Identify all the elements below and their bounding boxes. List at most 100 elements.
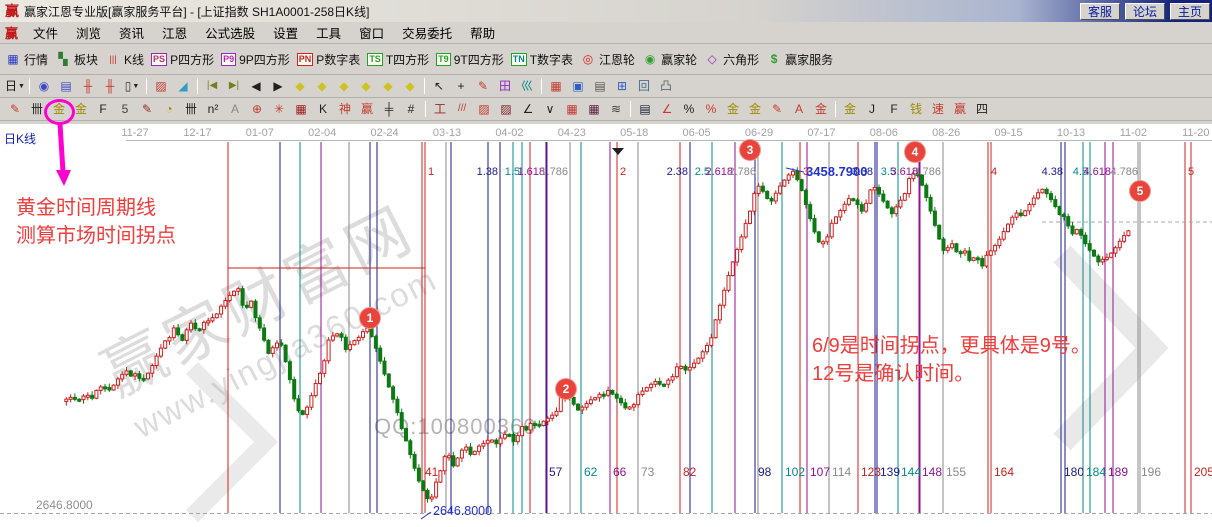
- f-slant-icon[interactable]: F: [890, 102, 898, 116]
- goto-last-icon[interactable]: ▶|: [228, 80, 240, 91]
- save-icon[interactable]: ⊞: [616, 79, 628, 93]
- turning-point-marker[interactable]: [904, 141, 926, 163]
- time-clock-icon[interactable]: ◔: [165, 102, 173, 116]
- win-tool-icon[interactable]: 赢: [360, 102, 373, 116]
- measure-icon[interactable]: ╪: [384, 102, 394, 116]
- print-icon[interactable]: 凸: [659, 79, 672, 93]
- candle-style-icon[interactable]: ▯ ▼: [124, 79, 140, 93]
- stats-icon[interactable]: ▤: [639, 102, 651, 116]
- turning-point-marker[interactable]: [739, 139, 761, 161]
- zoom-diamond-3-icon[interactable]: ◆: [339, 79, 349, 93]
- period-selector[interactable]: 日 ▼: [5, 79, 25, 93]
- pointer-hand-icon[interactable]: ↖: [433, 79, 445, 93]
- menu-item-8[interactable]: 交易委托: [402, 27, 453, 41]
- note-pen-icon[interactable]: ✎: [771, 102, 783, 116]
- menu-item-5[interactable]: 设置: [273, 27, 299, 41]
- speed-slant-icon[interactable]: 速: [931, 102, 944, 116]
- annotate-pen-icon[interactable]: ✎: [477, 79, 489, 93]
- golden-cycle-arrowhead[interactable]: [56, 170, 71, 186]
- calculator-icon[interactable]: ▣: [572, 79, 584, 93]
- tool-winner-service[interactable]: $ 赢家服务: [766, 51, 833, 68]
- fib-time-icon[interactable]: F: [99, 102, 107, 116]
- menu-item-9[interactable]: 帮助: [470, 27, 496, 41]
- gold-lines-icon[interactable]: 金: [748, 102, 761, 116]
- menu-item-6[interactable]: 工具: [316, 27, 342, 41]
- grid-tool-icon[interactable]: 田: [498, 79, 511, 93]
- percent-slant-icon[interactable]: ∠: [661, 102, 673, 116]
- time-lines-icon[interactable]: 卌: [30, 102, 43, 116]
- angle-lines-icon[interactable]: ∠: [522, 102, 534, 116]
- wave-tool-icon[interactable]: 巛: [520, 79, 533, 93]
- fan-lines-icon[interactable]: ///: [457, 103, 467, 114]
- menu-item-1[interactable]: 浏览: [76, 27, 102, 41]
- fan-box-icon[interactable]: ▨: [478, 102, 490, 116]
- zoom-diamond-6-icon[interactable]: ◆: [405, 79, 415, 93]
- tool-t-number-table[interactable]: TN T数字表: [510, 51, 573, 68]
- gann-grid-icon[interactable]: ▦: [566, 102, 578, 116]
- four-slant-icon[interactable]: 四: [975, 102, 988, 116]
- gong-tool-icon[interactable]: 工: [433, 102, 446, 116]
- tool-sectors[interactable]: ▚ 板块: [55, 51, 98, 68]
- tool-t-square[interactable]: TS T四方形: [367, 51, 429, 68]
- shen-tool-icon[interactable]: 神: [338, 102, 351, 116]
- quote-board-icon[interactable]: ▤: [60, 79, 72, 93]
- menu-item-2[interactable]: 资讯: [119, 27, 145, 41]
- j-slant-icon[interactable]: J: [869, 102, 875, 116]
- chart-area[interactable]: 赢家财富网 www.yingjia360.com QQ:100800360 日K…: [0, 124, 1212, 527]
- tool-nine-t-square[interactable]: T9 9T四方形: [436, 51, 504, 68]
- tool-nine-p-square[interactable]: P9 9P四方形: [221, 51, 290, 68]
- zoom-diamond-1-icon[interactable]: ◆: [295, 79, 305, 93]
- notes-icon[interactable]: ▤: [594, 79, 606, 93]
- percent-icon[interactable]: %: [683, 102, 695, 116]
- menu-item-0[interactable]: 文件: [33, 27, 59, 41]
- customer-service-button[interactable]: 客服: [1080, 2, 1120, 20]
- tool-gann-wheel[interactable]: ◎ 江恩轮: [580, 51, 635, 68]
- zoom-diamond-2-icon[interactable]: ◆: [317, 79, 327, 93]
- gold-red-icon[interactable]: 金: [814, 102, 827, 116]
- percent-line-icon[interactable]: %: [705, 102, 717, 116]
- gold-circle-icon[interactable]: 金: [726, 102, 739, 116]
- mark-brush-icon[interactable]: ✎: [141, 102, 153, 116]
- tool-kline[interactable]: ||| K线: [105, 51, 145, 68]
- win-slant-icon[interactable]: 赢: [953, 102, 966, 116]
- turning-point-marker[interactable]: [555, 378, 577, 400]
- k-tool-icon[interactable]: K: [318, 102, 327, 116]
- capture-icon[interactable]: 回: [637, 79, 650, 93]
- turning-point-marker[interactable]: [1129, 180, 1151, 202]
- menu-item-3[interactable]: 江恩: [162, 27, 188, 41]
- golden-time-cycle-icon[interactable]: 金: [52, 102, 65, 116]
- zoom-diamond-4-icon[interactable]: ◆: [361, 79, 371, 93]
- grid-measure-icon[interactable]: #: [407, 102, 415, 116]
- fan-grid-icon[interactable]: ▨: [500, 102, 512, 116]
- draw-brush-icon[interactable]: ✎: [9, 102, 21, 116]
- gold-slant-icon[interactable]: 金: [843, 102, 856, 116]
- star-cycle-icon[interactable]: ✳: [273, 102, 285, 116]
- vee-lines-icon[interactable]: ∨: [545, 102, 555, 116]
- channel-icon[interactable]: ≋: [610, 102, 622, 116]
- menu-item-7[interactable]: 窗口: [359, 27, 385, 41]
- golden-ratio-cycle-icon[interactable]: 金: [74, 102, 87, 116]
- crosshair-icon[interactable]: +: [457, 79, 465, 93]
- next-bar-icon[interactable]: ▶: [273, 79, 283, 93]
- golden-cycle-arrow[interactable]: [57, 124, 66, 173]
- realtime-chart-icon[interactable]: ◉: [38, 79, 50, 93]
- calendar-icon[interactable]: ▦: [550, 79, 562, 93]
- gann-center-icon[interactable]: ⊕: [251, 102, 263, 116]
- color-chart-icon[interactable]: ◢: [178, 79, 188, 93]
- tool-p-number-table[interactable]: PN P数字表: [296, 51, 360, 68]
- angle-a-icon[interactable]: A: [230, 102, 239, 116]
- kline-9min-icon[interactable]: ╫: [105, 79, 115, 93]
- ruler-lines-icon[interactable]: 卌: [184, 102, 197, 116]
- tool-hexagon[interactable]: ◇ 六角形: [704, 51, 759, 68]
- goto-first-icon[interactable]: |◀: [206, 80, 218, 91]
- tool-p-square[interactable]: PS P四方形: [151, 51, 214, 68]
- gann-grid2-icon[interactable]: ▦: [588, 102, 600, 116]
- menu-item-4[interactable]: 公式选股: [205, 27, 256, 41]
- square-cycle-icon[interactable]: ▦: [295, 102, 307, 116]
- tool-winner-wheel[interactable]: ◉ 赢家轮: [642, 51, 697, 68]
- restore-rights-icon[interactable]: ▨: [155, 79, 167, 93]
- qian-slant-icon[interactable]: 钱: [909, 102, 922, 116]
- wave-a-icon[interactable]: A: [794, 102, 803, 116]
- tool-quotes[interactable]: ▦ 行情: [5, 51, 48, 68]
- kline-3min-icon[interactable]: ╫: [83, 79, 93, 93]
